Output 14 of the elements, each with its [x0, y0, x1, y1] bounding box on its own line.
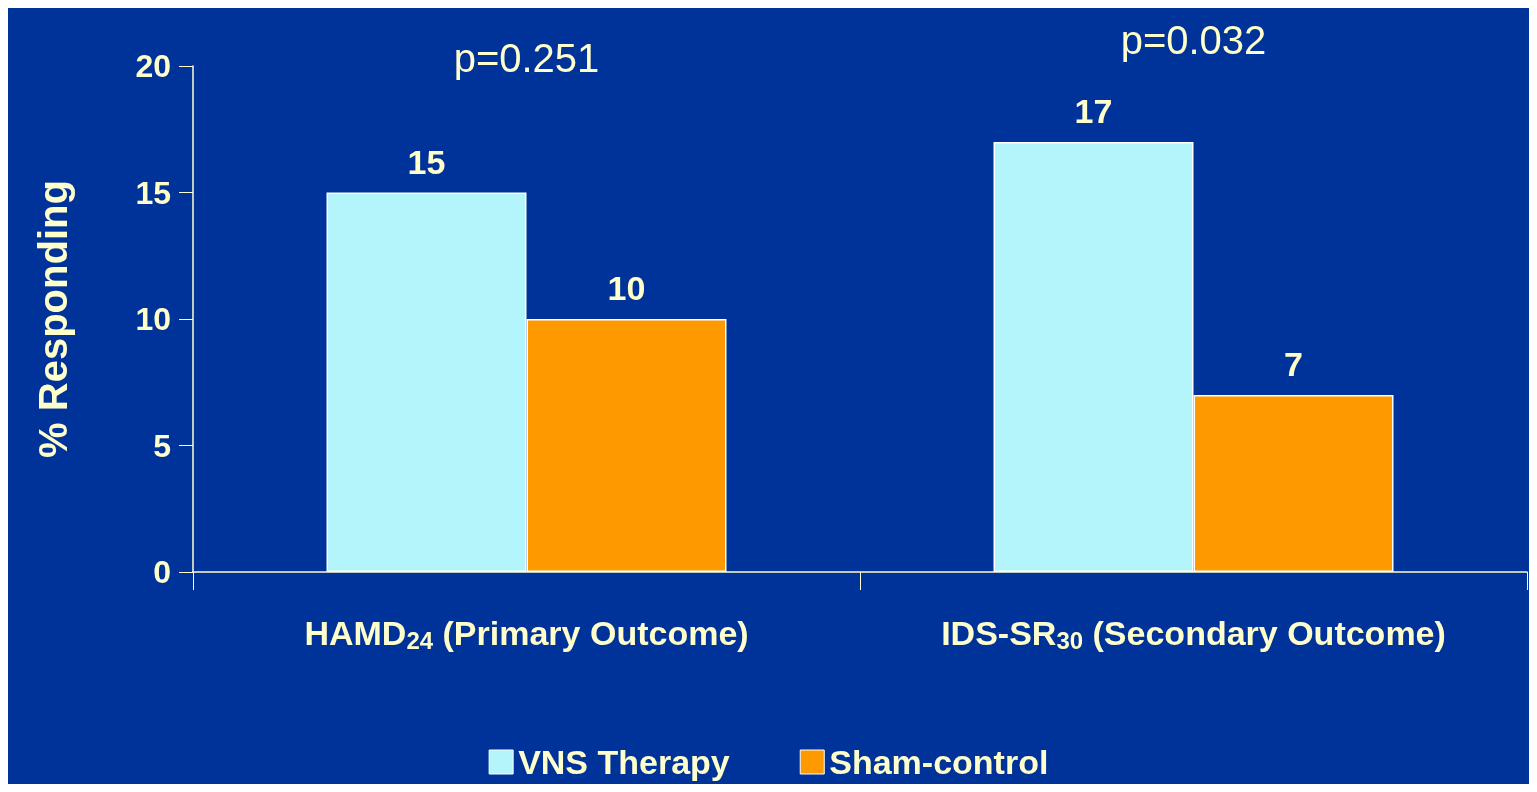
y-tick-label: 20	[135, 48, 171, 84]
y-tick-label: 10	[135, 301, 171, 337]
text: p=0.032	[1120, 18, 1267, 62]
y-tick-label: 5	[153, 427, 171, 464]
y-tick-label: 15	[135, 174, 171, 211]
data-label: 17	[1074, 91, 1113, 130]
data-label: 7	[1284, 344, 1303, 383]
legend-label: Sham-control	[829, 743, 1049, 781]
legend-label: VNS Therapy	[518, 743, 730, 781]
data-label: 10	[607, 269, 646, 307]
annotation: p=0.251	[453, 36, 600, 80]
y-axis-title: % Responding	[31, 180, 75, 458]
data-label: 15	[407, 142, 446, 181]
y-tick-label: 0	[153, 554, 171, 590]
